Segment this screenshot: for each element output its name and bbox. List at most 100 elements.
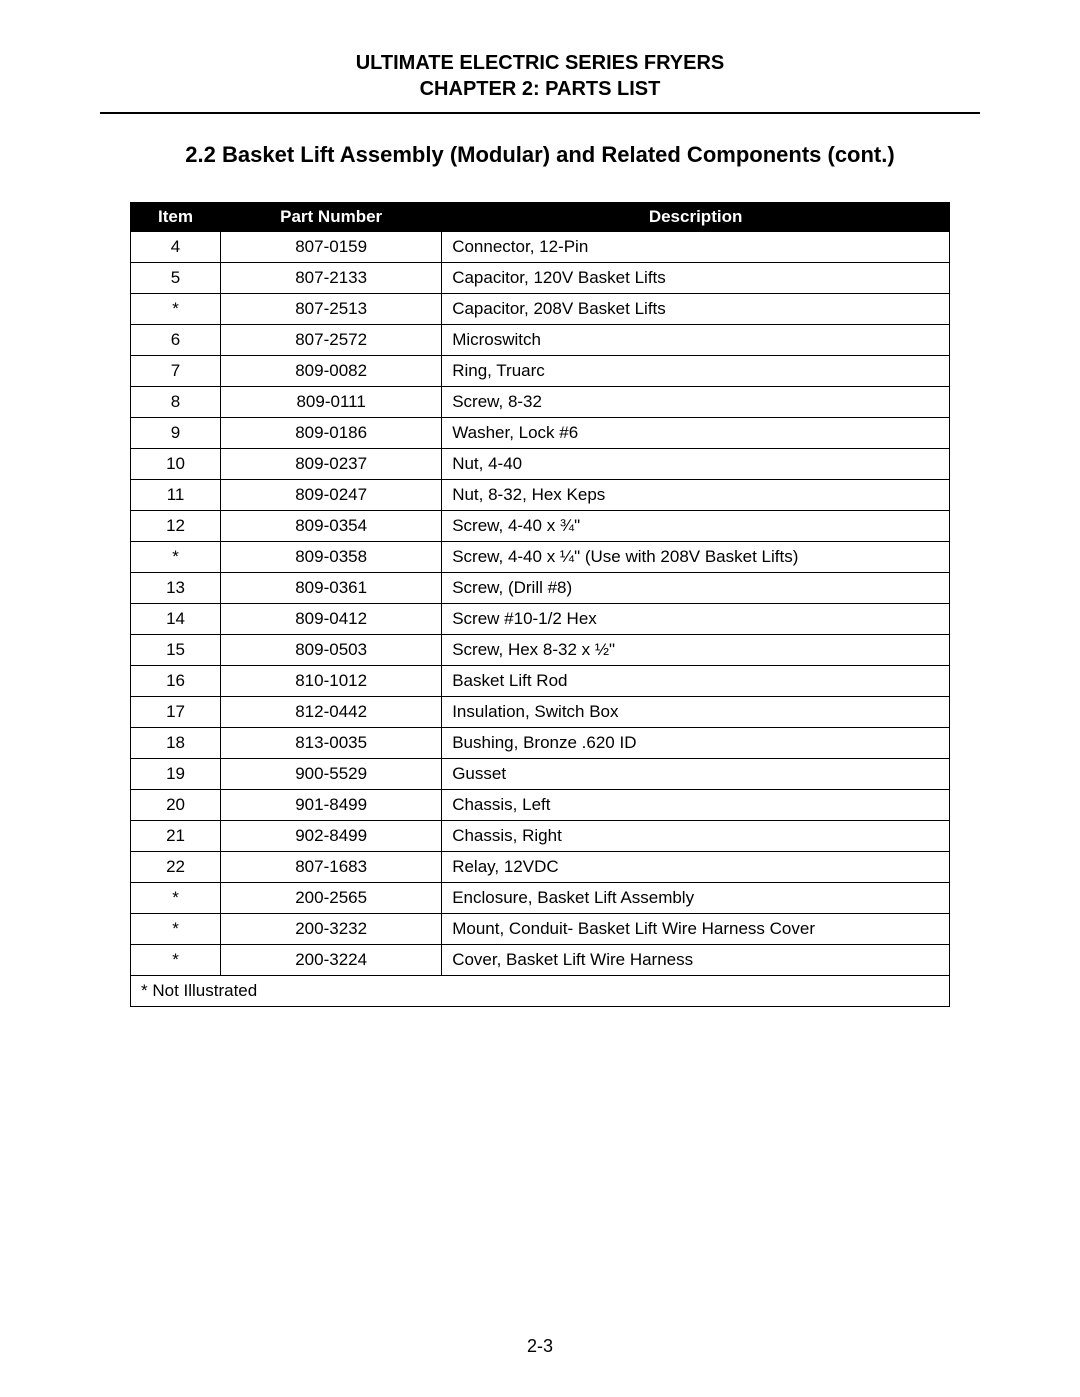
cell-part-number: 809-0412	[221, 604, 442, 635]
table-row: 22807-1683Relay, 12VDC	[131, 852, 950, 883]
table-row: 17812-0442Insulation, Switch Box	[131, 697, 950, 728]
cell-part-number: 200-3224	[221, 945, 442, 976]
cell-part-number: 809-0111	[221, 387, 442, 418]
cell-part-number: 200-3232	[221, 914, 442, 945]
cell-description: Cover, Basket Lift Wire Harness	[442, 945, 950, 976]
cell-description: Capacitor, 208V Basket Lifts	[442, 294, 950, 325]
cell-part-number: 809-0358	[221, 542, 442, 573]
table-row: *809-0358Screw, 4-40 x ¼" (Use with 208V…	[131, 542, 950, 573]
cell-description: Gusset	[442, 759, 950, 790]
table-row: 19900-5529Gusset	[131, 759, 950, 790]
cell-description: Chassis, Right	[442, 821, 950, 852]
cell-part-number: 810-1012	[221, 666, 442, 697]
parts-table-body: 4807-0159Connector, 12-Pin5807-2133Capac…	[131, 232, 950, 976]
table-header-row: Item Part Number Description	[131, 203, 950, 232]
table-row: *807-2513Capacitor, 208V Basket Lifts	[131, 294, 950, 325]
cell-part-number: 901-8499	[221, 790, 442, 821]
cell-part-number: 807-2572	[221, 325, 442, 356]
cell-description: Ring, Truarc	[442, 356, 950, 387]
cell-part-number: 812-0442	[221, 697, 442, 728]
table-row: 15809-0503Screw, Hex 8-32 x ½"	[131, 635, 950, 666]
cell-part-number: 809-0354	[221, 511, 442, 542]
cell-item: 15	[131, 635, 221, 666]
cell-part-number: 807-2133	[221, 263, 442, 294]
cell-item: 5	[131, 263, 221, 294]
cell-part-number: 809-0503	[221, 635, 442, 666]
document-header: ULTIMATE ELECTRIC SERIES FRYERS CHAPTER …	[100, 50, 980, 102]
cell-description: Relay, 12VDC	[442, 852, 950, 883]
cell-description: Washer, Lock #6	[442, 418, 950, 449]
cell-description: Chassis, Left	[442, 790, 950, 821]
cell-description: Screw, Hex 8-32 x ½"	[442, 635, 950, 666]
cell-part-number: 807-1683	[221, 852, 442, 883]
cell-description: Screw, 4-40 x ¾"	[442, 511, 950, 542]
cell-description: Nut, 4-40	[442, 449, 950, 480]
cell-description: Enclosure, Basket Lift Assembly	[442, 883, 950, 914]
section-title: 2.2 Basket Lift Assembly (Modular) and R…	[100, 142, 980, 168]
cell-item: 10	[131, 449, 221, 480]
cell-part-number: 807-2513	[221, 294, 442, 325]
cell-description: Microswitch	[442, 325, 950, 356]
cell-description: Screw, 8-32	[442, 387, 950, 418]
parts-table: Item Part Number Description 4807-0159Co…	[130, 202, 950, 1007]
table-row: *200-3232Mount, Conduit- Basket Lift Wir…	[131, 914, 950, 945]
cell-description: Connector, 12-Pin	[442, 232, 950, 263]
cell-description: Screw, (Drill #8)	[442, 573, 950, 604]
header-rule	[100, 112, 980, 114]
cell-part-number: 809-0361	[221, 573, 442, 604]
col-header-part-number: Part Number	[221, 203, 442, 232]
cell-item: 19	[131, 759, 221, 790]
cell-part-number: 809-0237	[221, 449, 442, 480]
cell-item: 17	[131, 697, 221, 728]
table-row: 13809-0361Screw, (Drill #8)	[131, 573, 950, 604]
cell-description: Screw #10-1/2 Hex	[442, 604, 950, 635]
cell-part-number: 900-5529	[221, 759, 442, 790]
cell-item: 18	[131, 728, 221, 759]
cell-description: Nut, 8-32, Hex Keps	[442, 480, 950, 511]
parts-table-wrap: Item Part Number Description 4807-0159Co…	[100, 202, 980, 1007]
cell-item: 20	[131, 790, 221, 821]
table-row: *200-2565Enclosure, Basket Lift Assembly	[131, 883, 950, 914]
table-footnote-row: * Not Illustrated	[131, 976, 950, 1007]
cell-item: *	[131, 914, 221, 945]
cell-part-number: 807-0159	[221, 232, 442, 263]
table-row: 9809-0186Washer, Lock #6	[131, 418, 950, 449]
cell-item: 7	[131, 356, 221, 387]
table-row: 5807-2133Capacitor, 120V Basket Lifts	[131, 263, 950, 294]
cell-item: *	[131, 945, 221, 976]
table-row: 20901-8499Chassis, Left	[131, 790, 950, 821]
table-row: 14809-0412Screw #10-1/2 Hex	[131, 604, 950, 635]
cell-item: 21	[131, 821, 221, 852]
cell-item: 9	[131, 418, 221, 449]
table-row: 18813-0035Bushing, Bronze .620 ID	[131, 728, 950, 759]
cell-description: Capacitor, 120V Basket Lifts	[442, 263, 950, 294]
table-row: 11809-0247Nut, 8-32, Hex Keps	[131, 480, 950, 511]
cell-item: *	[131, 294, 221, 325]
page: ULTIMATE ELECTRIC SERIES FRYERS CHAPTER …	[0, 0, 1080, 1397]
cell-part-number: 809-0082	[221, 356, 442, 387]
cell-item: 16	[131, 666, 221, 697]
header-line-2: CHAPTER 2: PARTS LIST	[100, 76, 980, 102]
cell-item: 8	[131, 387, 221, 418]
page-number: 2-3	[0, 1336, 1080, 1357]
table-row: 10809-0237Nut, 4-40	[131, 449, 950, 480]
cell-item: *	[131, 542, 221, 573]
cell-description: Bushing, Bronze .620 ID	[442, 728, 950, 759]
table-row: 12809-0354Screw, 4-40 x ¾"	[131, 511, 950, 542]
cell-item: 4	[131, 232, 221, 263]
cell-item: 22	[131, 852, 221, 883]
table-row: 16810-1012Basket Lift Rod	[131, 666, 950, 697]
cell-part-number: 809-0186	[221, 418, 442, 449]
cell-item: *	[131, 883, 221, 914]
header-line-1: ULTIMATE ELECTRIC SERIES FRYERS	[100, 50, 980, 76]
cell-item: 13	[131, 573, 221, 604]
cell-item: 14	[131, 604, 221, 635]
cell-description: Screw, 4-40 x ¼" (Use with 208V Basket L…	[442, 542, 950, 573]
cell-part-number: 200-2565	[221, 883, 442, 914]
col-header-item: Item	[131, 203, 221, 232]
cell-description: Basket Lift Rod	[442, 666, 950, 697]
table-row: 6807-2572Microswitch	[131, 325, 950, 356]
cell-item: 11	[131, 480, 221, 511]
cell-item: 6	[131, 325, 221, 356]
table-footnote: * Not Illustrated	[131, 976, 950, 1007]
